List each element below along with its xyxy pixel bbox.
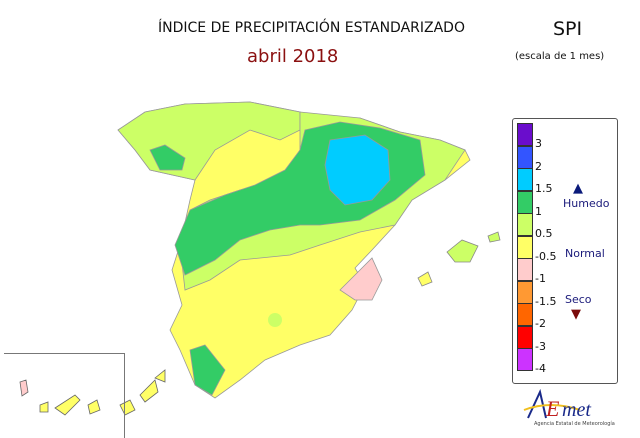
legend-label: -0.5 bbox=[535, 249, 557, 263]
canary-inset-frame bbox=[4, 353, 125, 438]
legend-swatch bbox=[517, 348, 533, 371]
legend-swatch bbox=[517, 235, 533, 259]
legend-swatch bbox=[517, 190, 533, 214]
wet-arrow-icon: ▲ bbox=[573, 181, 583, 196]
peninsula bbox=[117, 101, 471, 399]
legend-label: 2 bbox=[535, 159, 542, 173]
legend-swatch bbox=[517, 325, 533, 349]
legend-label: 0.5 bbox=[535, 227, 553, 240]
aemet-logo: E met Agencia Estatal de Meteorología bbox=[520, 388, 630, 432]
map-period: abril 2018 bbox=[247, 46, 339, 67]
aemet-logo-mark: E met bbox=[523, 388, 591, 421]
legend-label: 3 bbox=[535, 137, 542, 150]
aemet-subtext: Agencia Estatal de Meteorología bbox=[534, 421, 615, 427]
balearic-islands bbox=[417, 231, 501, 287]
dry-arrow-icon: ▼ bbox=[571, 307, 581, 322]
dry-label: Seco bbox=[565, 293, 592, 306]
legend-swatch bbox=[517, 303, 533, 326]
index-scale: (escala de 1 mes) bbox=[515, 51, 605, 62]
legend-label: 1 bbox=[535, 204, 542, 218]
wet-label: Humedo bbox=[563, 197, 610, 210]
legend-label: -1.5 bbox=[535, 294, 557, 308]
legend-swatch bbox=[517, 213, 533, 236]
legend-swatch bbox=[517, 123, 533, 146]
legend-label: -1 bbox=[535, 272, 546, 285]
legend-swatch bbox=[517, 280, 533, 304]
index-name: SPI bbox=[553, 18, 583, 40]
legend-swatch bbox=[517, 145, 533, 169]
legend-label: -2 bbox=[535, 317, 546, 330]
svg-text:E: E bbox=[545, 396, 560, 421]
spi-legend: 3 2 1.5 1 0.5 -0.5 -1 -1.5 -2 -3 -4 ▲ Humedo Norma… bbox=[512, 118, 618, 384]
canary-islands bbox=[19, 369, 166, 416]
legend-label: 1.5 bbox=[535, 182, 553, 195]
svg-text:met: met bbox=[562, 399, 591, 421]
normal-label: Normal bbox=[565, 247, 605, 260]
legend-swatch bbox=[517, 258, 533, 281]
legend-label: -3 bbox=[535, 339, 546, 353]
legend-label: -4 bbox=[535, 362, 546, 375]
map-title: ÍNDICE DE PRECIPITACIÓN ESTANDARIZADO bbox=[158, 20, 465, 36]
legend-swatch bbox=[517, 168, 533, 191]
